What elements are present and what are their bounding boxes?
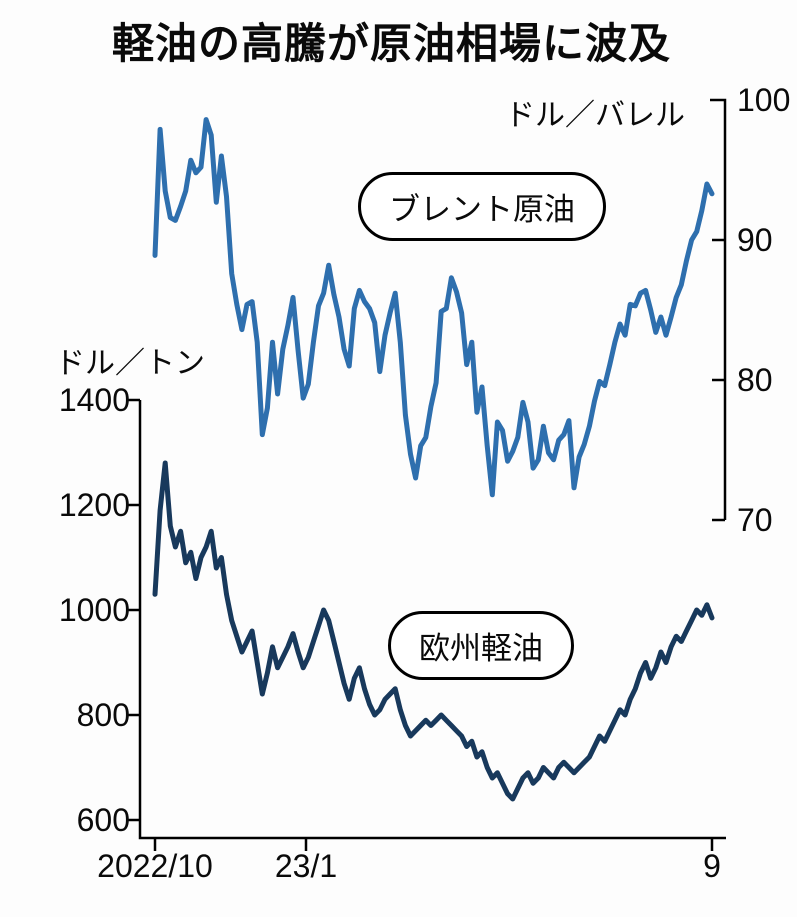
y-tick-label-right: 90: [737, 222, 773, 258]
brent-line: [152, 117, 715, 498]
y-tick-label-left: 800: [76, 697, 130, 733]
right-axis: [710, 98, 727, 522]
y-tick-label-left: 1000: [58, 592, 130, 628]
x-tick-label: 2022/10: [97, 848, 213, 884]
y-tick-label-right: 80: [737, 362, 773, 398]
left-axis-tick-labels: 600 800 1000 1200 1400: [38, 0, 130, 860]
y-tick-label-right: 100: [737, 82, 791, 118]
x-axis-tick-labels: 2022/10 23/1 9: [0, 845, 797, 891]
right-axis-tick-labels: 70 80 90 100: [737, 0, 797, 860]
series-label-gasoil: 欧州軽油: [388, 611, 574, 680]
y-tick-label-right: 70: [737, 502, 773, 538]
y-tick-label-left: 600: [76, 802, 130, 838]
y-tick-label-left: 1200: [58, 487, 130, 523]
left-axis-unit-label: ドル／トン: [55, 347, 205, 380]
left-bottom-axis: [127, 398, 726, 851]
y-tick-label-left: 1400: [58, 382, 130, 418]
gasoil-line: [152, 460, 715, 802]
right-axis-unit-label: ドル／バレル: [505, 99, 685, 132]
x-tick-label: 23/1: [274, 848, 338, 884]
series-label-brent: ブレント原油: [358, 172, 606, 241]
chart-title: 軽油の高騰が原油相場に波及: [112, 20, 672, 67]
x-tick-label: 9: [703, 848, 721, 884]
